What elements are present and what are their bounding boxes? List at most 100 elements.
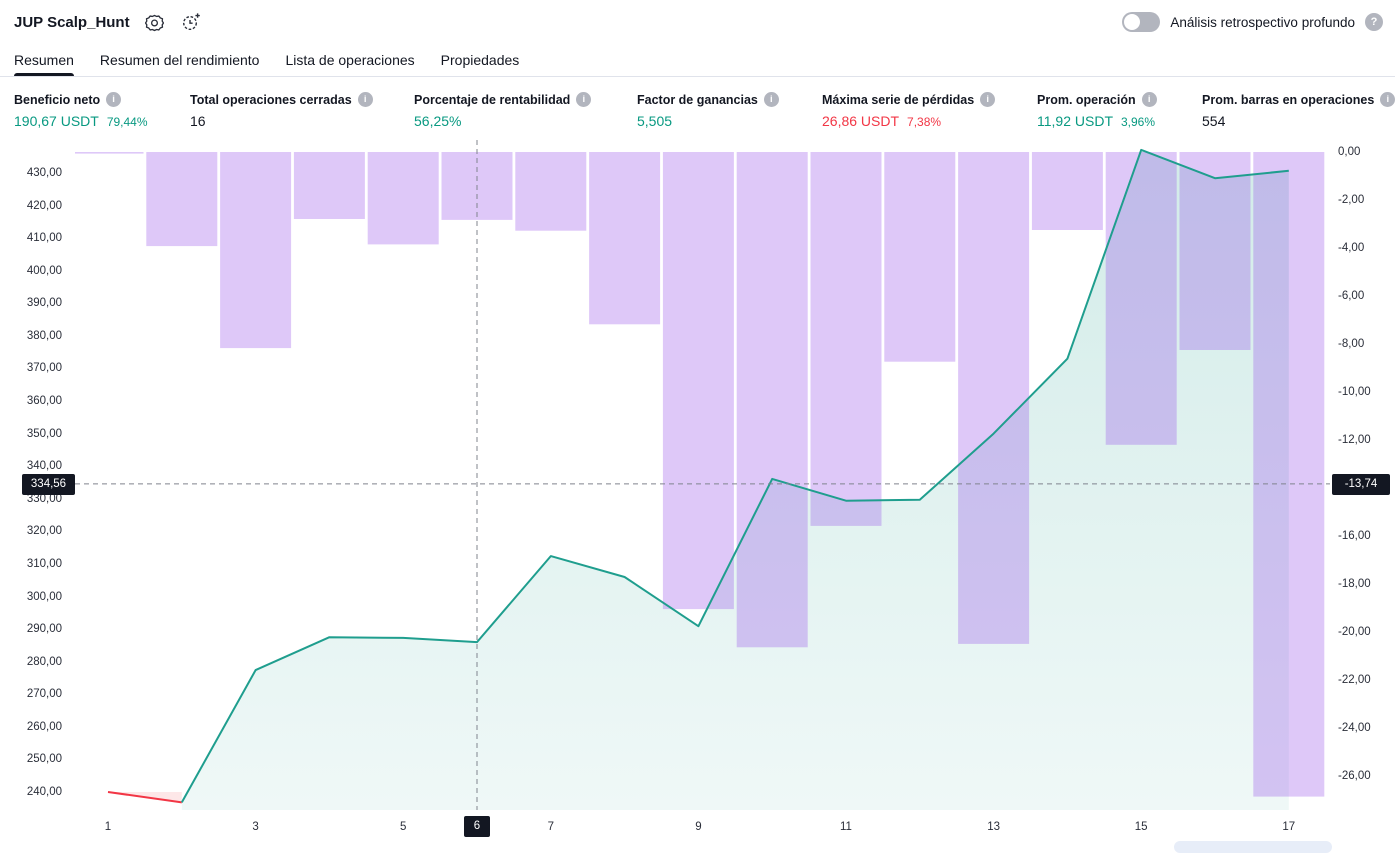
left-axis-tick: 310,00 <box>26 557 62 570</box>
drawdown-bar <box>884 152 956 362</box>
drawdown-bars <box>75 152 1325 797</box>
left-axis-tick: 300,00 <box>26 590 62 603</box>
stat-avg-trade: Prom. operación 11,92 USDT 3,96% <box>1037 92 1157 129</box>
x-axis-tick: 9 <box>695 821 702 833</box>
x-axis-tick: 17 <box>1282 821 1296 833</box>
equity-loss-area <box>108 792 182 803</box>
stat-percent-profitable: Porcentaje de rentabilidad 56,25% <box>414 92 592 129</box>
stats-row: Beneficio neto 190,67 USDT 79,44% Total o… <box>0 86 1395 140</box>
crosshair-x-tag: 6 <box>464 816 490 837</box>
stat-percent: 3,96% <box>1121 115 1156 129</box>
plot-svg[interactable] <box>75 140 1330 810</box>
stat-percent: 79,44% <box>106 115 148 129</box>
left-axis-tick: 360,00 <box>26 395 62 408</box>
x-axis-tick: 13 <box>987 821 1000 833</box>
info-icon[interactable] <box>576 92 592 107</box>
toggle-knob <box>1124 14 1141 30</box>
stat-percent: 7,38% <box>907 115 942 129</box>
stat-profit-factor: Factor de ganancias 5,505 <box>637 92 779 129</box>
left-axis-tick: 290,00 <box>26 623 62 636</box>
stat-avg-bars-in-trades: Prom. barras en operaciones 554 <box>1202 92 1395 129</box>
tab-lista-de-operaciones[interactable]: Lista de operaciones <box>285 52 415 68</box>
strategy-settings-button[interactable] <box>143 11 166 34</box>
right-axis-tick: -26,00 <box>1338 769 1371 782</box>
left-axis-tick: 350,00 <box>26 427 62 440</box>
crosshair-right-tag: -13,74 <box>1332 473 1390 495</box>
left-axis-tick: 260,00 <box>26 720 62 733</box>
right-axis-tick: -20,00 <box>1338 625 1371 638</box>
x-axis-tick: 5 <box>399 821 407 833</box>
drawdown-bar <box>589 152 661 325</box>
info-icon[interactable] <box>106 92 122 107</box>
clock-plus-icon <box>181 12 201 32</box>
equity-line-loss-segment <box>107 791 182 804</box>
drawdown-bar <box>1105 152 1177 445</box>
right-axis-tick: -4,00 <box>1338 241 1365 254</box>
drawdown-bar <box>220 152 292 349</box>
info-icon[interactable] <box>1380 92 1395 107</box>
tab-propiedades[interactable]: Propiedades <box>440 52 520 68</box>
panel-header: JUP Scalp_Hunt Análisis retrospectivo pr… <box>0 0 1395 44</box>
left-axis-tick: 430,00 <box>26 167 62 179</box>
drawdown-bar <box>810 152 882 526</box>
h-scrollbar[interactable] <box>1174 841 1332 853</box>
right-axis-tick: -2,00 <box>1338 193 1365 206</box>
left-axis-tick: 330,00 <box>26 492 62 505</box>
x-axis-tick: 1 <box>104 821 112 833</box>
x-axis-tick: 15 <box>1134 821 1148 833</box>
left-axis-tick: 400,00 <box>26 264 62 277</box>
stat-value: 190,67 USDT <box>14 113 99 129</box>
drawdown-bar <box>75 152 144 154</box>
drawdown-bar <box>293 152 365 219</box>
stat-net-profit: Beneficio neto 190,67 USDT 79,44% <box>14 92 148 129</box>
left-axis-tick: 270,00 <box>26 688 62 701</box>
left-axis-tick: 420,00 <box>26 199 62 212</box>
tab-resumen-del-rendimiento[interactable]: Resumen del rendimiento <box>99 52 260 68</box>
drawdown-bar <box>1031 152 1103 230</box>
drawdown-bar <box>515 152 587 231</box>
help-icon[interactable] <box>1365 13 1383 31</box>
right-axis-tick: -12,00 <box>1338 433 1371 446</box>
left-axis-tick: 250,00 <box>26 753 62 766</box>
stat-max-drawdown: Máxima serie de pérdidas 26,86 USDT 7,38% <box>822 92 996 129</box>
stat-value: 26,86 USDT <box>822 113 900 129</box>
x-axis-tick: 3 <box>252 821 259 833</box>
left-axis-tick: 410,00 <box>26 232 62 245</box>
stat-value: 554 <box>1202 113 1226 129</box>
stat-label: Prom. operación <box>1037 92 1136 107</box>
stat-label: Factor de ganancias <box>637 92 758 107</box>
info-icon[interactable] <box>1141 92 1157 107</box>
gear-icon <box>144 13 164 32</box>
left-axis-tick: 390,00 <box>26 297 62 310</box>
tab-resumen[interactable]: Resumen <box>14 44 74 76</box>
info-icon[interactable] <box>763 92 779 107</box>
drawdown-bar <box>662 152 734 610</box>
right-axis-tick: -10,00 <box>1338 385 1371 398</box>
right-axis-tick: -8,00 <box>1338 337 1365 350</box>
drawdown-bar <box>736 152 808 648</box>
right-axis-tick: -16,00 <box>1338 529 1371 542</box>
info-icon[interactable] <box>357 92 373 107</box>
left-axis-tick: 280,00 <box>26 655 62 668</box>
crosshair-left-tag: 334,56 <box>22 473 75 495</box>
stat-label: Prom. barras en operaciones <box>1202 92 1375 107</box>
strategy-title: JUP Scalp_Hunt <box>14 13 130 31</box>
drawdown-bar <box>1179 152 1251 350</box>
deep-backtesting-toggle[interactable] <box>1122 12 1161 32</box>
right-axis-tick: -18,00 <box>1338 577 1371 590</box>
left-axis-tick: 340,00 <box>26 460 62 473</box>
drawdown-bar <box>367 152 439 245</box>
stat-value: 5,505 <box>637 113 673 129</box>
stat-value: 16 <box>190 113 206 129</box>
right-axis-tick: -24,00 <box>1338 721 1371 734</box>
right-axis-tick: -6,00 <box>1338 289 1365 302</box>
info-icon[interactable] <box>980 92 996 107</box>
add-alert-button[interactable] <box>179 10 203 34</box>
equity-line <box>180 148 1289 803</box>
stat-value: 11,92 USDT <box>1037 113 1113 129</box>
left-axis-tick: 240,00 <box>26 785 62 798</box>
drawdown-bar <box>958 152 1030 644</box>
stat-label: Beneficio neto <box>14 92 101 107</box>
right-axis-tick: -22,00 <box>1338 673 1371 686</box>
